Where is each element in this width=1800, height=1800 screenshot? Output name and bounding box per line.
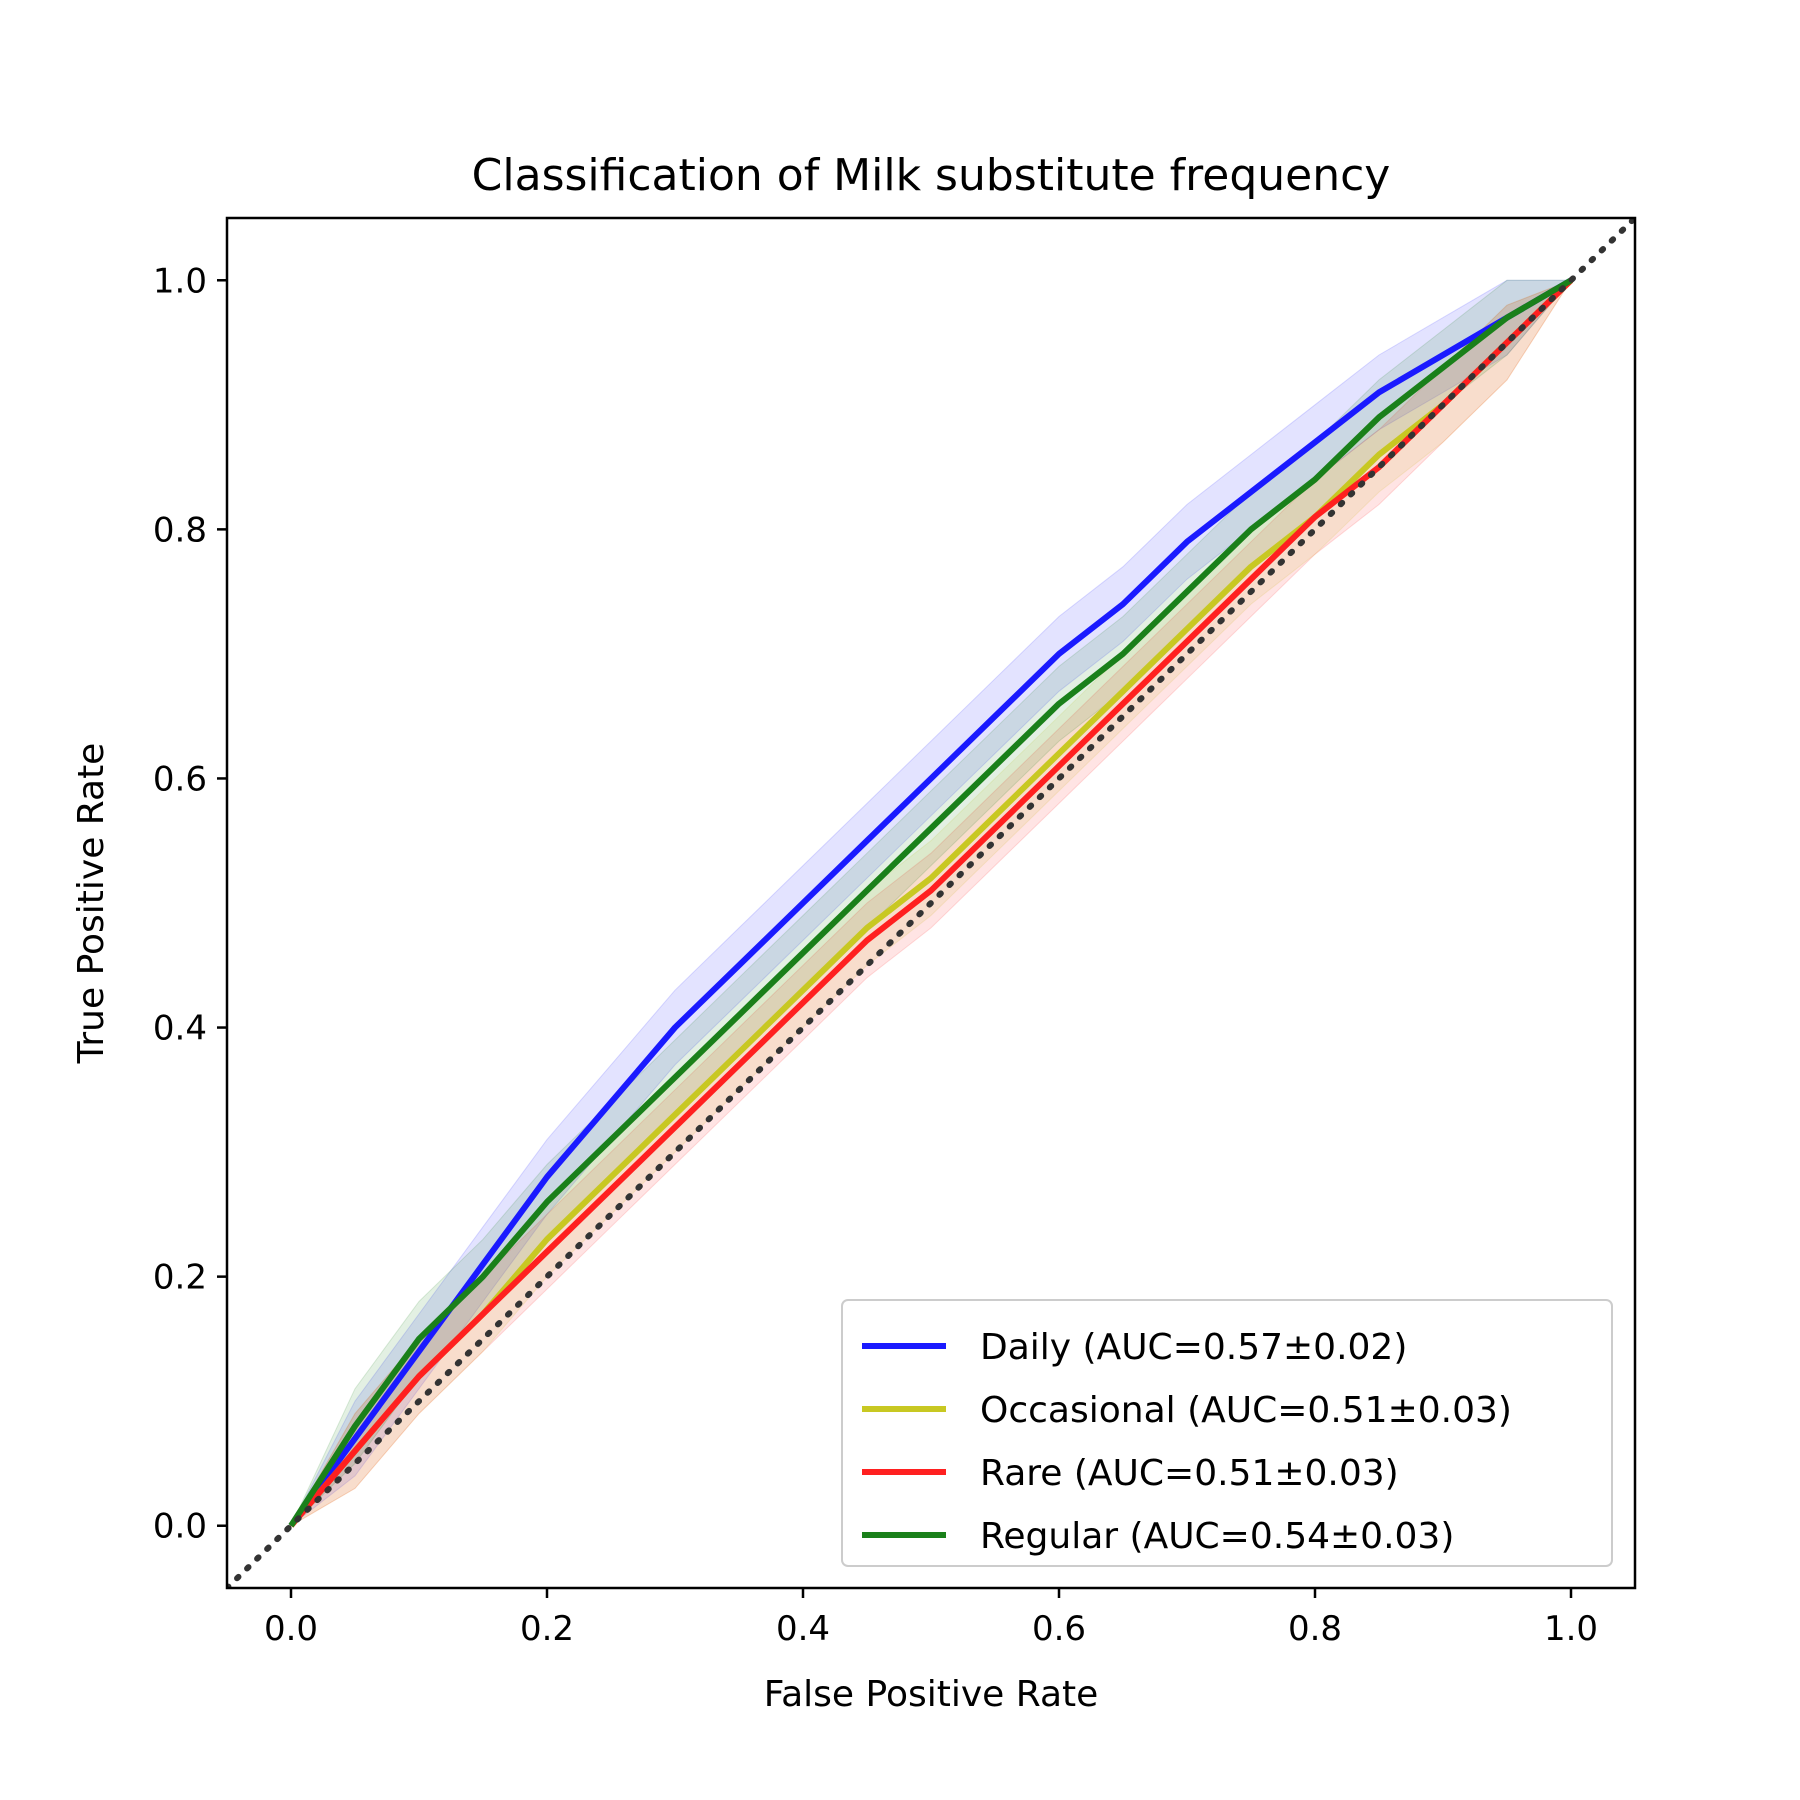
x-tick-label: 1.0 [1544,1609,1598,1649]
x-axis-ticks: 0.0 0.2 0.4 0.6 0.8 1.0 [264,1588,1598,1649]
x-tick-label: 0.6 [1032,1609,1086,1649]
series-line-3 [288,277,1573,1528]
y-axis-ticks: 0.0 0.2 0.4 0.6 0.8 1.0 [153,261,227,1547]
legend-label-3: Regular (AUC=0.54±0.03) [980,1516,1454,1557]
series-lines [288,277,1574,1528]
legend-label-1: Occasional (AUC=0.51±0.03) [980,1390,1512,1431]
y-axis-label: True Positive Rate [71,743,112,1065]
series-line-2 [288,278,1574,1528]
y-tick-label: 0.0 [153,1507,207,1547]
legend-label-2: Rare (AUC=0.51±0.03) [980,1453,1399,1494]
y-tick-label: 0.4 [153,1009,207,1049]
x-tick-label: 0.0 [264,1609,318,1649]
chance-diagonal [227,218,1635,1588]
series-line-0 [288,277,1573,1528]
y-tick-label: 0.2 [153,1258,207,1298]
plot-area [227,218,1635,1588]
x-tick-label: 0.2 [520,1609,574,1649]
y-tick-label: 0.8 [153,510,207,550]
legend-box [841,1299,1613,1567]
x-axis-label: False Positive Rate [764,1674,1099,1715]
y-tick-label: 0.6 [153,759,207,799]
chart-title: Classification of Milk substitute freque… [472,150,1391,201]
x-tick-label: 0.8 [1288,1609,1342,1649]
legend-label-0: Daily (AUC=0.57±0.02) [980,1327,1407,1368]
x-tick-label: 0.4 [776,1609,830,1649]
legend: Daily (AUC=0.57±0.02) Occasional (AUC=0.5… [841,1299,1613,1567]
plot-frame [225,216,1637,1590]
y-tick-label: 1.0 [153,261,207,301]
